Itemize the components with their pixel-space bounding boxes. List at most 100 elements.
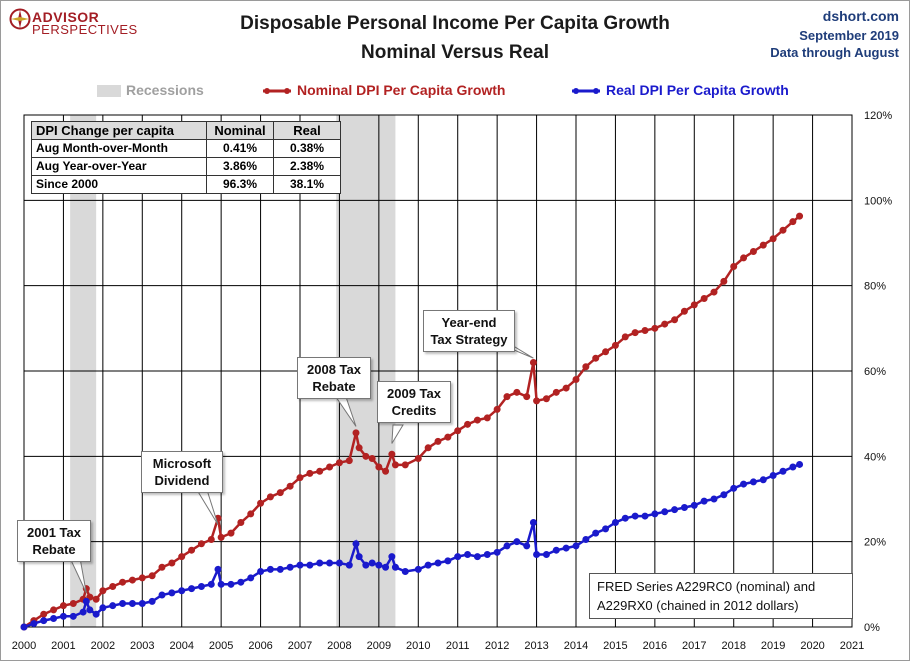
- real-data-point: [720, 491, 728, 499]
- nominal-data-point: [749, 248, 757, 256]
- nominal-data-point: [651, 324, 659, 332]
- nominal-data-point: [690, 301, 698, 309]
- legend-real-label: Real DPI Per Capita Growth: [606, 82, 789, 98]
- nominal-data-point: [391, 461, 399, 469]
- table-cell: 0.38%: [273, 139, 341, 158]
- nominal-data-point: [572, 376, 580, 384]
- table-header-cell: Real: [273, 121, 341, 140]
- table-cell: 38.1%: [273, 175, 341, 194]
- real-data-point: [355, 553, 363, 561]
- legend-real-marker: [572, 88, 600, 94]
- real-data-point: [335, 559, 343, 567]
- real-data-point: [59, 612, 67, 620]
- callout-line: 2009 Tax: [387, 386, 441, 401]
- real-data-point: [779, 467, 787, 475]
- y-tick-label: 40%: [864, 451, 886, 463]
- nominal-data-point: [237, 518, 245, 526]
- legend-recessions-swatch: [97, 85, 121, 97]
- nominal-data-point: [730, 262, 738, 270]
- real-data-point: [651, 510, 659, 518]
- real-data-point: [493, 548, 501, 556]
- nominal-data-point: [671, 316, 679, 324]
- real-data-point: [326, 559, 334, 567]
- real-data-point: [266, 565, 274, 573]
- nominal-data-point: [375, 463, 383, 471]
- nominal-data-point: [720, 277, 728, 285]
- nominal-data-point: [759, 241, 767, 249]
- nominal-data-point: [92, 595, 100, 603]
- callout-line: Rebate: [312, 379, 356, 394]
- table-header-cell: Nominal: [206, 121, 274, 140]
- x-tick-label: 2007: [288, 640, 312, 652]
- nominal-data-point: [158, 563, 166, 571]
- real-data-point: [178, 587, 186, 595]
- nominal-data-point: [611, 341, 619, 349]
- nominal-data-point: [631, 329, 639, 337]
- table-cell: 0.41%: [206, 139, 274, 158]
- nominal-data-point: [796, 212, 804, 220]
- real-data-point: [769, 472, 777, 480]
- nominal-data-point: [552, 388, 560, 396]
- nominal-data-point: [382, 467, 390, 475]
- callout-year-end-tax-strategy: Year-end Tax Strategy: [423, 310, 515, 352]
- nominal-data-point: [59, 602, 67, 610]
- nominal-data-point: [286, 482, 294, 490]
- table-cell: 2.38%: [273, 157, 341, 176]
- real-data-point: [237, 578, 245, 586]
- real-data-point: [592, 529, 600, 537]
- nominal-data-point: [40, 610, 48, 618]
- nominal-data-point: [128, 576, 136, 584]
- nominal-data-point: [227, 529, 235, 537]
- real-data-point: [257, 568, 265, 576]
- source-note: Data through August: [770, 45, 899, 60]
- nominal-data-point: [148, 572, 156, 580]
- table-header-row: DPI Change per capita Nominal Real: [31, 121, 341, 140]
- x-tick-label: 2014: [564, 640, 588, 652]
- nominal-data-point: [296, 474, 304, 482]
- y-tick-label: 60%: [864, 366, 886, 378]
- x-tick-label: 2006: [248, 640, 272, 652]
- nominal-data-point: [641, 326, 649, 334]
- nominal-data-point: [513, 388, 521, 396]
- nominal-data-point: [69, 600, 77, 608]
- real-data-point: [382, 563, 390, 571]
- legend-nominal-marker: [263, 88, 291, 94]
- nominal-data-point: [710, 288, 718, 296]
- nominal-data-point: [276, 489, 284, 497]
- real-data-point: [352, 540, 360, 548]
- nominal-data-point: [316, 467, 324, 475]
- callout-line: Year-end: [441, 315, 497, 330]
- real-data-point: [641, 512, 649, 520]
- x-tick-label: 2009: [367, 640, 391, 652]
- real-data-point: [30, 620, 38, 628]
- real-data-point: [119, 600, 127, 608]
- real-data-point: [227, 580, 235, 588]
- nominal-data-point: [582, 363, 590, 371]
- real-data-point: [69, 612, 77, 620]
- real-data-point: [473, 553, 481, 561]
- table-cell: Aug Year-over-Year: [31, 157, 207, 176]
- real-data-point: [631, 512, 639, 520]
- real-data-point: [444, 557, 452, 565]
- nominal-data-point: [464, 420, 472, 428]
- real-data-point: [128, 600, 136, 608]
- nominal-data-point: [424, 444, 432, 452]
- real-data-point: [414, 565, 422, 573]
- chart-title: Disposable Personal Income Per Capita Gr…: [240, 13, 670, 34]
- nominal-data-point: [414, 454, 422, 462]
- real-data-point: [362, 561, 370, 569]
- real-data-point: [207, 580, 215, 588]
- real-data-point: [375, 561, 383, 569]
- real-data-point: [296, 561, 304, 569]
- real-data-point: [247, 574, 255, 582]
- nominal-data-point: [602, 348, 610, 356]
- nominal-data-point: [119, 578, 127, 586]
- nominal-data-point: [401, 461, 409, 469]
- plot-area: [23, 114, 853, 628]
- nominal-data-point: [50, 606, 58, 614]
- footnote-line: FRED Series A229RC0 (nominal) and: [597, 579, 816, 594]
- nominal-data-point: [562, 384, 570, 392]
- nominal-data-point: [257, 499, 265, 507]
- x-tick-label: 2021: [840, 640, 864, 652]
- x-tick-label: 2011: [446, 640, 470, 652]
